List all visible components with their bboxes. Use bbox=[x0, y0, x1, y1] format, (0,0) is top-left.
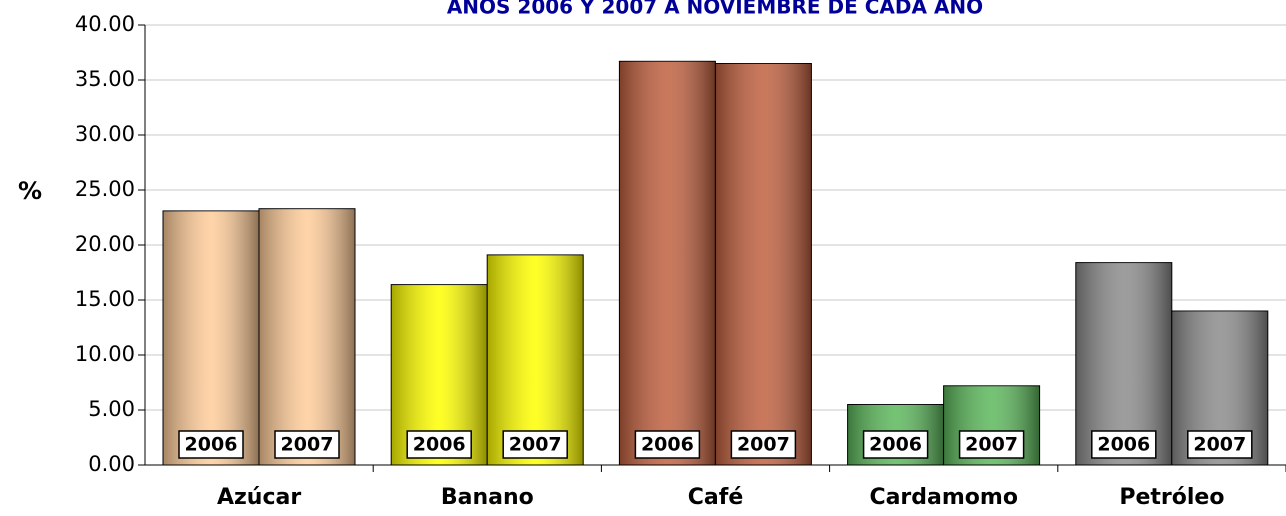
x-tick-label: Petróleo bbox=[1119, 485, 1224, 510]
y-tick-label: 20.00 bbox=[75, 232, 135, 256]
series-label-box bbox=[958, 430, 1025, 459]
bar bbox=[258, 208, 356, 466]
series-label-box bbox=[730, 430, 797, 459]
y-tick-label: 25.00 bbox=[75, 177, 135, 201]
series-label: 2006 bbox=[1097, 434, 1150, 456]
bar bbox=[162, 210, 260, 466]
series-label: 2007 bbox=[737, 434, 790, 456]
x-tick-label: Café bbox=[688, 485, 743, 510]
y-tick-label: 10.00 bbox=[75, 342, 135, 366]
series-label: 2007 bbox=[509, 434, 562, 456]
series-label: 2007 bbox=[1193, 434, 1246, 456]
series-label-box bbox=[406, 430, 472, 459]
series-label-box bbox=[862, 430, 929, 459]
x-tick-label: Cardamomo bbox=[869, 485, 1018, 510]
series-label: 2007 bbox=[281, 434, 334, 456]
series-label-box bbox=[1091, 430, 1157, 459]
chart-title: AÑOS 2006 Y 2007 A NOVIEMBRE DE CADA AÑO bbox=[447, 0, 983, 19]
y-axis-label: % bbox=[18, 177, 42, 205]
x-tick-label: Banano bbox=[441, 485, 534, 510]
y-tick-label: 0.00 bbox=[88, 452, 135, 476]
x-tick-label: Azúcar bbox=[217, 485, 301, 510]
series-label-box bbox=[274, 430, 340, 459]
series-label: 2007 bbox=[965, 434, 1018, 456]
series-label: 2006 bbox=[869, 434, 922, 456]
series-label-box bbox=[502, 430, 568, 459]
y-tick-label: 5.00 bbox=[88, 397, 135, 421]
bar bbox=[618, 60, 716, 466]
series-label-box bbox=[1187, 430, 1253, 459]
series-label: 2006 bbox=[641, 434, 694, 456]
y-tick-label: 15.00 bbox=[75, 287, 135, 311]
series-label: 2006 bbox=[413, 434, 466, 456]
bar bbox=[714, 63, 812, 466]
series-label-box bbox=[634, 430, 701, 459]
y-tick-label: 35.00 bbox=[75, 67, 135, 91]
series-label: 2006 bbox=[185, 434, 238, 456]
y-tick-label: 30.00 bbox=[75, 122, 135, 146]
series-label-box bbox=[178, 430, 244, 459]
y-tick-label: 40.00 bbox=[75, 12, 135, 36]
